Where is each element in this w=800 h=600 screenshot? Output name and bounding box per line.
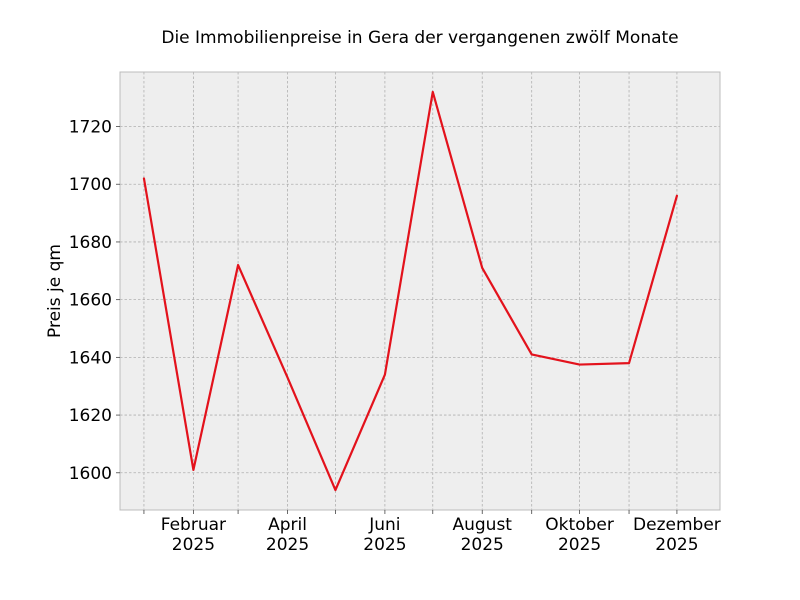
x-tick-label-year: 2025 <box>655 535 698 555</box>
y-tick-label: 1700 <box>69 175 112 195</box>
x-axis-ticks: Februar2025April2025Juni2025August2025Ok… <box>143 510 721 555</box>
series-line <box>142 90 679 492</box>
y-tick-label: 1680 <box>69 233 112 253</box>
x-tick-label-year: 2025 <box>172 535 215 555</box>
series-layer <box>142 90 679 492</box>
y-tick-label: 1600 <box>69 464 112 484</box>
x-tick-label-month: Dezember <box>633 515 721 535</box>
plot-area <box>120 72 720 510</box>
plot-frame <box>119 71 721 511</box>
y-tick-label: 1660 <box>69 291 112 311</box>
x-tick-label-year: 2025 <box>363 535 406 555</box>
grid <box>120 72 720 510</box>
chart-title: Die Immobilienpreise in Gera der vergang… <box>161 28 678 48</box>
x-tick-label-month: August <box>452 515 512 535</box>
y-tick-label: 1640 <box>69 348 112 368</box>
y-axis-ticks: 1600 1620 1640 1660 1680 1700 1720 <box>69 118 120 484</box>
x-tick-label-month: Februar <box>161 515 226 535</box>
x-tick-label-month: Oktober <box>545 515 614 535</box>
x-tick-label-month: April <box>268 515 307 535</box>
y-tick-label: 1620 <box>69 406 112 426</box>
x-tick-label-year: 2025 <box>266 535 309 555</box>
x-tick-label-year: 2025 <box>461 535 504 555</box>
y-axis-label: Preis je qm <box>45 244 65 338</box>
x-tick-label-month: Juni <box>368 515 400 535</box>
y-tick-label: 1720 <box>69 118 112 138</box>
x-tick-label-year: 2025 <box>558 535 601 555</box>
